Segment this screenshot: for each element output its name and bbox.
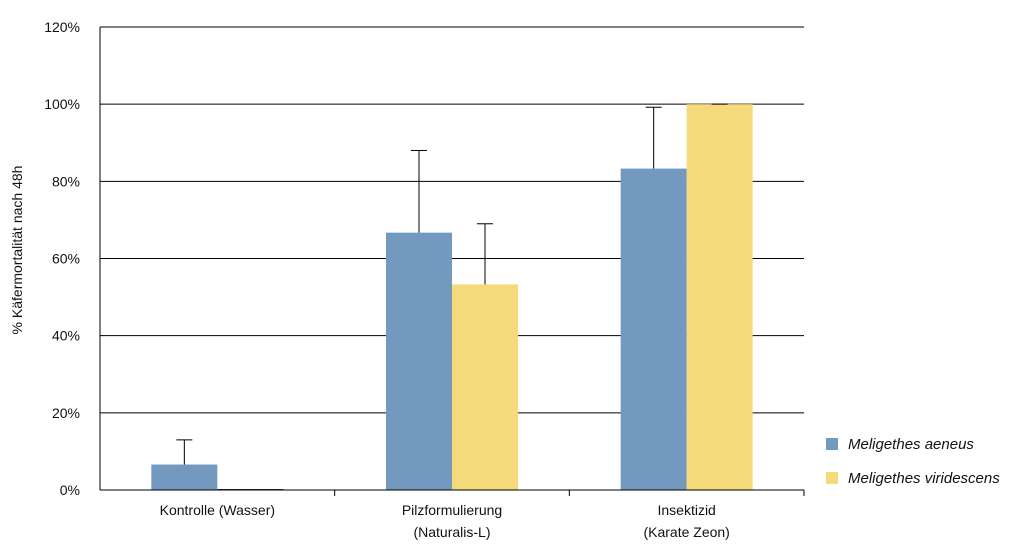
- y-tick-label: 100%: [44, 96, 80, 112]
- y-tick-label: 60%: [52, 251, 80, 267]
- y-tick-label: 80%: [52, 173, 80, 189]
- legend-label-viridescens: Meligethes viridescens: [848, 469, 1000, 487]
- legend-swatch-aeneus: [826, 438, 838, 450]
- y-tick-label: 20%: [52, 405, 80, 421]
- y-tick-label: 0%: [60, 482, 80, 498]
- axes: [99, 27, 805, 496]
- legend-label-aeneus: Meligethes aeneus: [848, 435, 974, 453]
- bar: [686, 104, 753, 491]
- legend: Meligethes aeneus Meligethes viridescens: [826, 432, 1000, 500]
- error-bars: [176, 103, 728, 465]
- y-axis-label: % Käfermortalität nach 48h: [9, 166, 25, 335]
- bar: [151, 464, 218, 490]
- bars: [151, 104, 753, 491]
- legend-item-aeneus: Meligethes aeneus: [826, 432, 1000, 456]
- y-tick-labels: 0% 20% 40% 60% 80% 100% 120%: [44, 19, 80, 498]
- bar: [452, 284, 518, 490]
- legend-item-viridescens: Meligethes viridescens: [826, 466, 1000, 490]
- x-tick-label: Pilzformulierung (Naturalis-L): [402, 502, 502, 540]
- y-tick-label: 40%: [52, 328, 80, 344]
- legend-swatch-viridescens: [826, 472, 838, 484]
- bar: [386, 232, 452, 490]
- y-tick-label: 120%: [44, 19, 80, 35]
- x-tick-label: Kontrolle (Wasser): [160, 502, 275, 518]
- bar: [620, 168, 687, 490]
- x-tick-label: Insektizid (Karate Zeon): [643, 502, 729, 540]
- x-tick-labels: Kontrolle (Wasser) Pilzformulierung (Natur…: [160, 502, 730, 540]
